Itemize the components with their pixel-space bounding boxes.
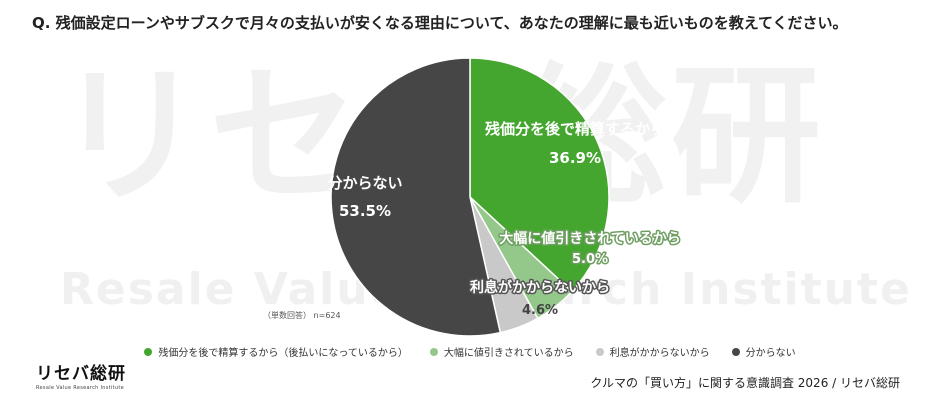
legend-swatch-3 (731, 347, 740, 356)
legend-swatch-0 (144, 347, 153, 356)
slice-value-1: 5.0% (572, 252, 608, 267)
question-title: Q. 残価設定ローンやサブスクで月々の支払いが安くなる理由について、あなたの理解… (32, 14, 848, 32)
brand-logo: リセバ総研 Resale Value Research Institute (36, 364, 126, 392)
slice-label-1: 大幅に値引きされているから (499, 230, 681, 247)
legend-item-1: 大幅に値引きされているから (429, 344, 574, 359)
slice-label-0: 残価分を後で精算するから (485, 120, 665, 138)
brand-logo-sub: Resale Value Research Institute (36, 385, 124, 391)
legend-item-3: 分からない (731, 344, 796, 359)
legend-label-2: 利息がかからないから (609, 348, 710, 359)
footer-source: クルマの「買い方」に関する意識調査 2026 / リセバ総研 (590, 376, 900, 390)
legend-label-1: 大幅に値引きされているから (443, 348, 574, 359)
sample-note: （単数回答） n=624 (263, 311, 341, 320)
slice-value-3: 53.5% (339, 202, 391, 220)
pie-slice-0 (469, 57, 610, 293)
legend-item-2: 利息がかからないから (595, 344, 710, 359)
brand-logo-main: リセバ総研 (36, 364, 126, 384)
legend-item-0: 残価分を後で精算するから（後払いになっているから） (144, 344, 408, 359)
slice-value-0: 36.9% (549, 149, 601, 167)
legend-label-3: 分からない (745, 348, 796, 359)
chart-legend: 残価分を後で精算するから（後払いになっているから） 大幅に値引きされているから 利息… (0, 344, 940, 359)
slice-label-3: 分からない (327, 174, 402, 192)
legend-swatch-2 (595, 347, 604, 356)
pie-slice-3 (330, 57, 502, 337)
legend-label-0: 残価分を後で精算するから（後払いになっているから） (158, 348, 408, 359)
slice-value-2: 4.6% (522, 303, 558, 318)
legend-swatch-1 (429, 347, 438, 356)
slice-label-2: 利息がかからないから (470, 279, 610, 296)
